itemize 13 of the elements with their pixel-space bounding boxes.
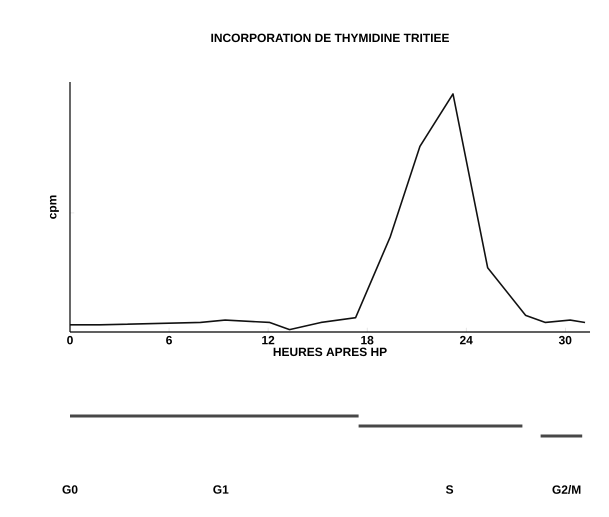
- x-axis-title: HEURES APRES HP: [274, 348, 387, 356]
- x-tick-label: 0: [67, 336, 73, 344]
- text: G2/M: [552, 485, 580, 494]
- x-tick-label: 6: [166, 336, 172, 344]
- text: G1: [213, 485, 228, 494]
- x-tick-label: 24: [460, 336, 473, 344]
- y-axis-title: cpm: [50, 195, 59, 219]
- chart-title: INCORPORATION DE THYMIDINE TRITIEE: [211, 34, 449, 42]
- x-tick-label: 18: [361, 336, 374, 344]
- x-tick-label: 12: [262, 336, 274, 344]
- x-tick-label: 30: [558, 336, 572, 344]
- text: S: [446, 485, 454, 494]
- text: G0: [62, 485, 78, 494]
